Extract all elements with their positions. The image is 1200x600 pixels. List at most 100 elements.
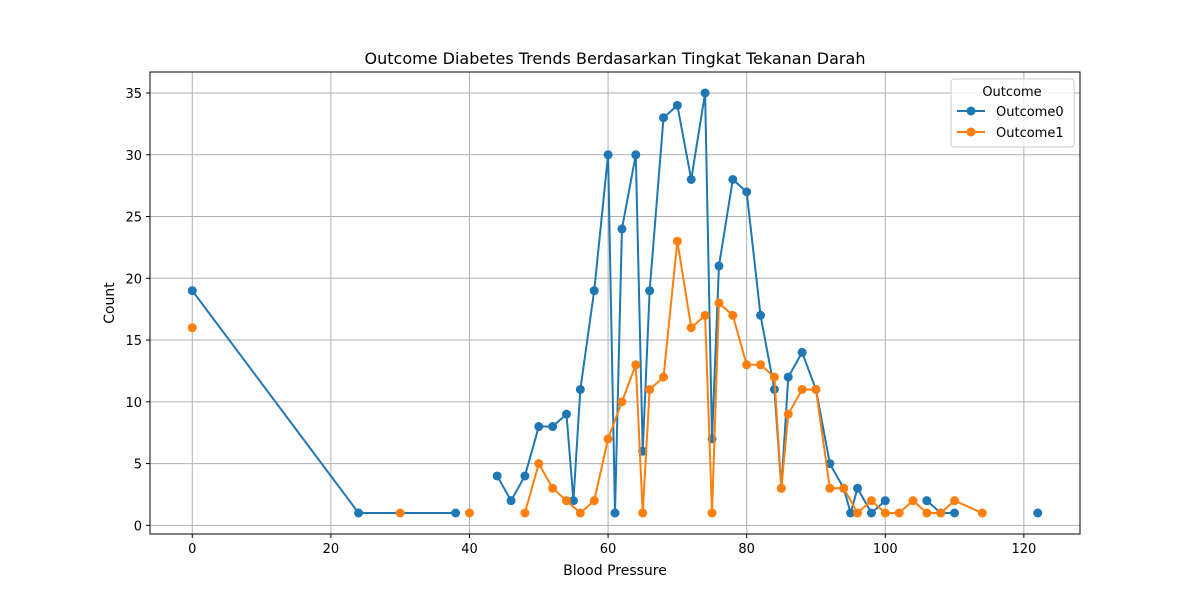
legend-entries: Outcome0 Outcome1 — [957, 105, 1064, 141]
data-point — [645, 384, 655, 394]
data-point — [756, 310, 766, 320]
data-point — [589, 286, 599, 296]
data-point — [603, 434, 613, 444]
legend-entry-Outcome1: Outcome1 — [957, 126, 1064, 141]
data-point — [714, 261, 724, 271]
data-point — [880, 508, 890, 518]
series-line — [523, 240, 983, 514]
data-point — [1033, 508, 1043, 518]
y-tick-label: 10 — [125, 396, 142, 411]
legend-label: Outcome1 — [996, 126, 1064, 141]
data-point — [631, 360, 641, 370]
y-tick-label: 20 — [125, 272, 142, 287]
data-point — [783, 409, 793, 419]
data-point — [638, 508, 648, 518]
data-point — [797, 384, 807, 394]
data-point — [880, 496, 890, 506]
data-point — [783, 372, 793, 382]
y-axis-ticks: 0 5 10 15 20 25 30 35 — [125, 87, 150, 534]
data-point — [610, 508, 620, 518]
chart-title: Outcome Diabetes Trends Berdasarkan Ting… — [365, 49, 866, 68]
data-point — [853, 508, 863, 518]
data-point — [700, 310, 710, 320]
legend-box — [950, 78, 1075, 148]
data-point — [672, 236, 682, 246]
legend-marker — [966, 106, 976, 116]
data-point — [922, 508, 932, 518]
data-point — [950, 508, 960, 518]
plot-frame — [149, 71, 1081, 535]
x-tick-label: 100 — [873, 542, 898, 557]
data-point — [714, 298, 724, 308]
x-tick-label: 60 — [600, 542, 617, 557]
data-point — [617, 397, 627, 407]
x-tick-label: 40 — [461, 542, 478, 557]
data-point — [769, 372, 779, 382]
data-point — [707, 508, 717, 518]
data-point — [492, 471, 502, 481]
data-point — [568, 496, 578, 506]
data-point — [728, 310, 738, 320]
data-point — [866, 508, 876, 518]
data-point — [575, 508, 585, 518]
data-point — [187, 286, 197, 296]
y-tick-label: 35 — [125, 87, 142, 102]
y-tick-label: 0 — [134, 519, 142, 534]
data-point — [548, 422, 558, 432]
data-point — [797, 347, 807, 357]
y-tick-label: 30 — [125, 149, 142, 164]
series-layer — [187, 88, 1043, 518]
data-point — [395, 508, 405, 518]
data-point — [700, 88, 710, 98]
data-point — [659, 113, 669, 123]
data-point — [617, 224, 627, 234]
y-tick-label: 25 — [125, 211, 142, 226]
data-point — [846, 508, 856, 518]
data-point — [575, 384, 585, 394]
legend-entry-Outcome0: Outcome0 — [957, 105, 1064, 120]
data-point — [686, 174, 696, 184]
x-tick-label: 120 — [1011, 542, 1036, 557]
data-point — [561, 496, 571, 506]
data-point — [825, 483, 835, 493]
data-point — [908, 496, 918, 506]
x-axis-ticks: 0 20 40 60 80 100 120 — [188, 534, 1036, 557]
series-Outcome0 — [187, 88, 1043, 518]
data-point — [811, 384, 821, 394]
data-point — [451, 508, 461, 518]
data-point — [756, 360, 766, 370]
legend-marker — [966, 127, 976, 137]
data-point — [561, 409, 571, 419]
data-point — [659, 372, 669, 382]
data-point — [506, 496, 516, 506]
series-line — [192, 93, 1037, 513]
data-point — [936, 508, 946, 518]
data-point — [534, 422, 544, 432]
data-point — [776, 483, 786, 493]
data-point — [742, 187, 752, 197]
data-point — [534, 459, 544, 469]
data-point — [839, 483, 849, 493]
data-point — [187, 323, 197, 333]
data-point — [742, 360, 752, 370]
legend-title: Outcome — [982, 85, 1041, 100]
data-point — [728, 174, 738, 184]
x-axis-label: Blood Pressure — [563, 563, 667, 579]
data-point — [672, 100, 682, 110]
data-point — [977, 508, 987, 518]
legend-label: Outcome0 — [996, 105, 1064, 120]
data-point — [950, 496, 960, 506]
data-point — [520, 471, 530, 481]
data-point — [464, 508, 474, 518]
data-point — [866, 496, 876, 506]
x-tick-label: 20 — [323, 542, 340, 557]
data-point — [589, 496, 599, 506]
data-point — [603, 150, 613, 160]
series-Outcome1 — [187, 236, 987, 518]
y-tick-label: 15 — [125, 334, 142, 349]
data-point — [922, 496, 932, 506]
x-tick-label: 0 — [188, 542, 196, 557]
y-axis-label: Count — [102, 282, 118, 324]
data-point — [645, 286, 655, 296]
